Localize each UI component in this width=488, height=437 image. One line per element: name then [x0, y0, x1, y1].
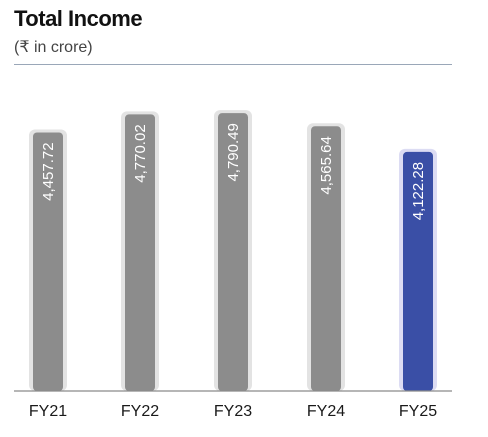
bar-value-label: 4,457.72 [40, 142, 57, 200]
bar-fy25 [403, 151, 433, 391]
bar-value-label: 4,790.49 [225, 123, 242, 181]
x-tick-label: FY21 [29, 403, 67, 420]
bar-value-label: 4,770.02 [132, 124, 149, 182]
bar-fy24 [311, 126, 341, 392]
bar-fy21 [33, 132, 63, 391]
chart-subtitle: (₹ in crore) [14, 39, 93, 56]
bar-fy23 [218, 113, 248, 391]
bar-value-label: 4,565.64 [318, 136, 335, 194]
chart-title: Total Income [14, 6, 143, 31]
x-ticks-layer: FY21 FY22 FY23 FY24 FY25 [29, 403, 437, 420]
x-tick-label: FY24 [307, 403, 345, 420]
bars-layer: 4,457.72 4,770.02 4,790.49 4,565.64 4,122.28 [29, 110, 437, 392]
bar-fy22 [125, 114, 155, 391]
x-tick-label: FY23 [214, 403, 252, 420]
title-divider [14, 64, 452, 65]
x-tick-label: FY22 [121, 403, 159, 420]
x-tick-label: FY25 [399, 403, 437, 420]
bar-value-label: 4,122.28 [410, 162, 427, 220]
